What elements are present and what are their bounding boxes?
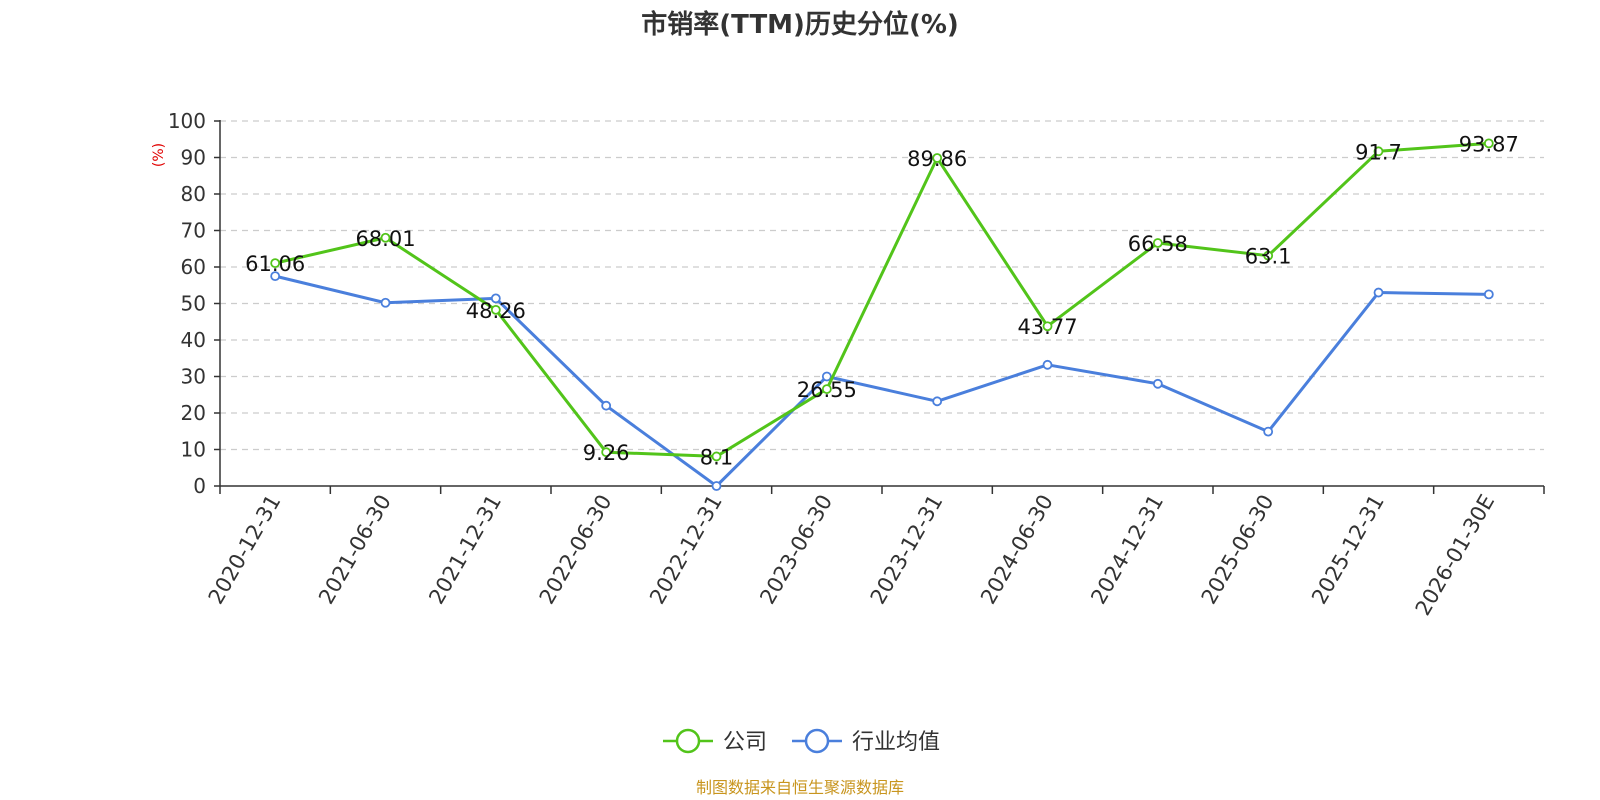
data-label: 93.87 xyxy=(1459,132,1519,156)
chart-title: 市销率(TTM)历史分位(%) xyxy=(641,9,959,40)
data-point xyxy=(932,153,943,163)
data-label: 8.1 xyxy=(700,445,733,469)
data-point xyxy=(1263,250,1274,261)
y-tick-label: 40 xyxy=(181,328,206,352)
series-line-0 xyxy=(274,141,1489,458)
data-label: 89.86 xyxy=(907,147,967,171)
data-point xyxy=(270,271,281,282)
y-tick-label: 90 xyxy=(181,146,206,170)
data-label: 43.77 xyxy=(1017,315,1077,339)
data-point xyxy=(490,304,501,315)
data-point xyxy=(380,232,391,243)
legend-marker-0 xyxy=(675,728,701,754)
data-point xyxy=(711,481,722,491)
data-label: 26.55 xyxy=(797,378,857,402)
x-tick-label: 2022-06-30 xyxy=(535,491,617,609)
series xyxy=(270,138,1494,491)
data-label: 91.7 xyxy=(1355,140,1402,164)
y-axis-label: (%) xyxy=(151,143,167,167)
data-point xyxy=(1152,238,1163,248)
y-tick-label: 80 xyxy=(181,182,206,206)
x-tick-label: 2025-06-30 xyxy=(1197,491,1279,609)
y-tick-label: 20 xyxy=(181,401,206,425)
axes: 0 10 20 30 40 50 60 70 80 90 100 2020-12-31 2021-06-… xyxy=(168,109,1545,620)
data-label: 48.26 xyxy=(466,299,526,323)
data-point xyxy=(1373,287,1384,298)
data-point xyxy=(1263,426,1274,437)
data-point xyxy=(821,384,832,394)
x-tick-label: 2024-06-30 xyxy=(976,491,1058,609)
y-tick-label: 10 xyxy=(181,438,206,462)
data-point xyxy=(1373,146,1384,157)
legend: 公司 行业均值 xyxy=(663,728,940,755)
data-point xyxy=(490,293,501,304)
data-point xyxy=(601,400,612,411)
data-label: 63.1 xyxy=(1245,245,1292,269)
y-tick-label: 70 xyxy=(181,219,206,243)
x-tick-label: 2026-01-30E xyxy=(1411,491,1499,620)
x-tick-label: 2024-12-31 xyxy=(1086,491,1168,609)
data-point xyxy=(1483,289,1494,300)
data-label: 66.58 xyxy=(1128,232,1188,256)
data-point xyxy=(1152,378,1163,389)
y-tick-label: 100 xyxy=(168,109,206,133)
data-label: 61.06 xyxy=(245,252,305,276)
data-point xyxy=(821,371,832,382)
x-tick-label: 2021-06-30 xyxy=(314,491,396,609)
series-line-1 xyxy=(274,274,1489,488)
legend-label-1: 行业均值 xyxy=(852,730,940,755)
y-tick-label: 0 xyxy=(193,474,206,498)
data-point xyxy=(1042,359,1053,370)
data-point xyxy=(380,297,391,308)
data-point xyxy=(270,258,281,269)
data-labels: 61.06 68.01 48.26 9.26 8.1 26.55 89.86 43.77 66.… xyxy=(245,132,1519,469)
data-point xyxy=(932,396,943,407)
data-point xyxy=(711,451,722,462)
x-tick-label: 2025-12-31 xyxy=(1307,491,1389,609)
data-label: 9.26 xyxy=(583,441,630,465)
y-tick-label: 30 xyxy=(181,365,206,389)
x-tick-label: 2020-12-31 xyxy=(204,491,286,609)
y-tick-label: 60 xyxy=(181,255,206,279)
data-point xyxy=(601,447,612,458)
data-point xyxy=(1483,138,1494,149)
legend-label-0: 公司 xyxy=(723,730,767,755)
data-point xyxy=(1042,321,1053,332)
x-tick-label: 2022-12-31 xyxy=(645,491,727,609)
x-tick-label: 2023-06-30 xyxy=(755,491,837,609)
x-tick-label: 2021-12-31 xyxy=(424,491,506,609)
legend-marker-1 xyxy=(804,728,830,754)
y-tick-label: 50 xyxy=(181,292,206,316)
x-tick-label: 2023-12-31 xyxy=(866,491,948,609)
grid-lines xyxy=(220,120,1544,451)
data-label: 68.01 xyxy=(355,227,415,251)
source-note: 制图数据来自恒生聚源数据库 xyxy=(696,778,904,797)
